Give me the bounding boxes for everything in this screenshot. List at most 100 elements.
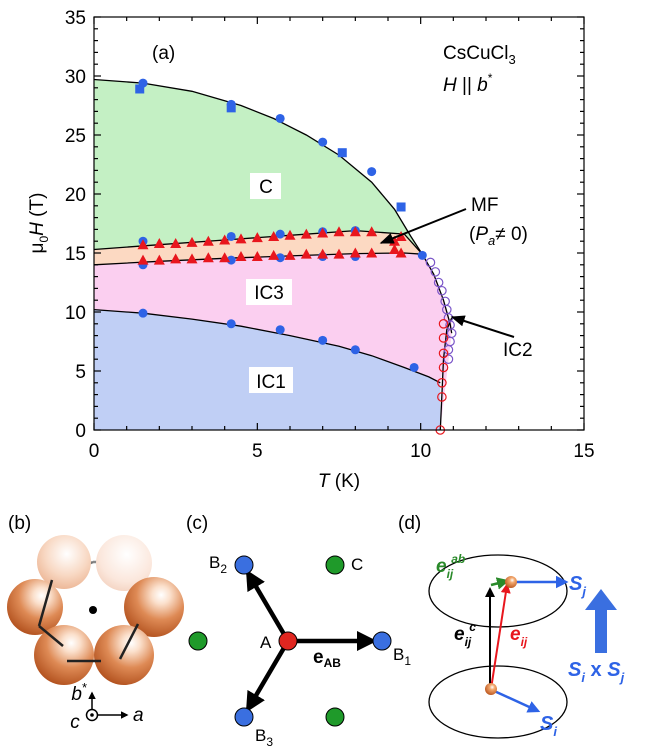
data-point-circle <box>409 362 419 372</box>
data-point-open-circle <box>437 392 447 402</box>
data-point-circle <box>275 253 285 263</box>
data-point-open-circle <box>438 333 449 343</box>
data-point-open-circle <box>438 362 449 373</box>
c-axis-dot <box>90 713 94 717</box>
data-point-triangle <box>186 253 198 264</box>
boundary-ic2-inner <box>439 317 453 431</box>
data-point-open-circle <box>437 285 447 296</box>
spin-geometry-panel: (d) eijab eijc eij Sj Si Si x Sj <box>398 513 625 739</box>
data-point-open-circle <box>443 354 454 364</box>
boundary-ic1-upper <box>93 308 441 384</box>
panel-d-label: (d) <box>398 513 421 534</box>
site-i <box>485 683 497 695</box>
site-b2-label: B2 <box>209 553 227 576</box>
data-point-square <box>135 84 145 94</box>
data-point-triangle <box>186 236 198 247</box>
site-c <box>188 631 208 651</box>
boundary-ic3-right <box>421 253 453 334</box>
data-point-triangle <box>202 252 214 263</box>
atom-sphere <box>34 625 94 685</box>
data-point-open-circle <box>438 318 449 329</box>
site-b1-label: B1 <box>393 645 411 668</box>
site-b3 <box>234 707 254 727</box>
ring-structure-panel: (b) b* c a <box>7 513 184 733</box>
mf-label: MF <box>471 195 498 216</box>
data-point-circle <box>318 137 328 147</box>
data-point-circle <box>275 325 285 335</box>
y-tick-label: 35 <box>65 8 86 29</box>
data-point-triangle <box>317 227 329 238</box>
data-point-open-circle <box>433 277 444 288</box>
data-point-triangle <box>251 251 263 262</box>
y-tick-label: 20 <box>65 185 86 206</box>
axis-ticks: 0 5 10 15 0 5 10 15 20 25 30 35 <box>65 8 595 462</box>
e-ij-vector <box>490 583 511 690</box>
data-point-triangle <box>300 248 312 259</box>
data-point-circle <box>350 345 360 355</box>
data-point-circle <box>417 250 427 260</box>
x-tick-label: 0 <box>89 441 100 462</box>
data-markers <box>135 78 457 435</box>
y-axis-label: μ0H (T) <box>27 193 51 254</box>
y-tick-label: 15 <box>65 244 86 265</box>
y-tick-label: 30 <box>65 67 86 88</box>
phase-region-c <box>94 79 423 255</box>
phase-label-ic1: IC1 <box>256 372 286 393</box>
data-point-open-circle <box>430 267 441 277</box>
panel-b-label: (b) <box>8 513 31 534</box>
data-point-circle <box>367 167 377 177</box>
site-j <box>505 576 517 588</box>
y-tick-label: 10 <box>65 303 86 324</box>
bond-vector-panel: (c) A B2 B1 B3 C eAB <box>186 513 411 749</box>
spin-si-label: Si <box>540 713 557 739</box>
data-point-triangle <box>268 230 280 241</box>
ic2-pointer-arrow <box>450 315 515 338</box>
lower-ring-ellipse <box>428 665 568 739</box>
bond-line <box>37 579 54 627</box>
b-axis-label: b* <box>71 680 87 705</box>
bond-line <box>38 625 64 647</box>
site-c <box>325 555 345 575</box>
data-point-triangle <box>395 247 407 258</box>
atom-sphere-pale <box>96 535 152 591</box>
data-point-triangle <box>349 247 361 258</box>
e-ab-label: eAB <box>313 647 341 670</box>
phase-region-ic3 <box>94 253 452 383</box>
panel-c-label: (c) <box>186 513 208 534</box>
e-c-label: eijc <box>454 620 476 649</box>
site-c <box>325 707 345 727</box>
data-point-open-circle <box>443 344 454 355</box>
data-point-circle <box>275 113 285 123</box>
atom-sphere <box>94 625 154 685</box>
e-ab-vector <box>490 577 510 590</box>
data-point-square <box>396 202 406 212</box>
y-tick-label: 25 <box>65 126 86 147</box>
data-point-circle <box>226 319 236 329</box>
data-point-triangle <box>284 229 296 240</box>
atom-sphere <box>124 577 184 637</box>
y-tick-label: 0 <box>75 421 86 442</box>
data-point-triangle <box>366 226 378 237</box>
x-tick-label: 15 <box>573 441 594 462</box>
data-point-circle <box>226 255 236 265</box>
bond-vector-b3 <box>245 639 290 713</box>
upper-ring-ellipse <box>428 554 568 628</box>
x-tick-label: 5 <box>252 441 263 462</box>
data-point-triangle <box>137 239 149 250</box>
site-a-label: A <box>260 633 272 652</box>
data-point-circle <box>226 231 236 241</box>
data-point-circle <box>318 335 328 345</box>
boundary-c-upper <box>93 78 423 255</box>
compound-label: CsCuCl3 <box>443 43 516 67</box>
e-ab-label: eijab <box>436 552 465 581</box>
atom-sphere-light <box>37 535 91 589</box>
site-b2 <box>234 555 254 575</box>
spin-si-arrow <box>491 688 541 713</box>
data-point-triangle <box>389 243 401 254</box>
data-point-circle <box>138 308 148 318</box>
data-point-triangle <box>219 252 231 263</box>
phase-diagram-panel: 0 5 10 15 0 5 10 15 20 25 30 35 T (K) μ0H (T) (a) C… <box>27 8 595 492</box>
data-point-open-circle <box>425 257 436 268</box>
site-b3-label: B3 <box>255 726 273 749</box>
data-point-triangle <box>268 249 280 260</box>
